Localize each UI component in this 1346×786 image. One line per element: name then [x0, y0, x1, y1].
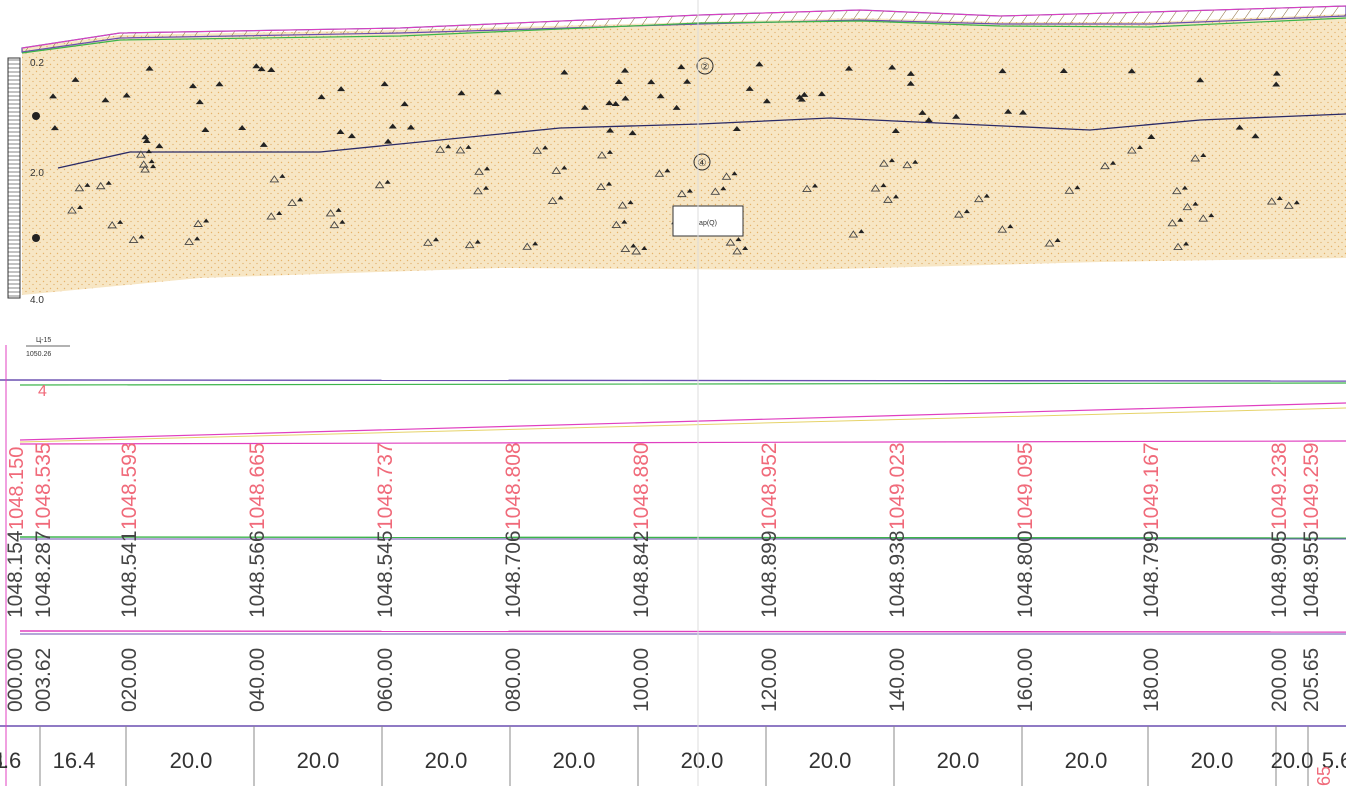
existing-elevation: 1048.842: [630, 530, 653, 618]
design-elevation: 1049.095: [1014, 442, 1037, 530]
distance-13: 1: [0, 748, 6, 773]
distance-4: 20.0: [425, 748, 468, 773]
depth-label-1: 0.2: [30, 58, 44, 69]
svg-text:ap(Q): ap(Q): [699, 220, 717, 227]
depth-label-3: 4.0: [30, 295, 44, 306]
station-pk: 000.00: [4, 648, 27, 712]
existing-elevation: 1048.899: [758, 530, 781, 618]
existing-elevation: 1048.938: [886, 530, 909, 618]
green-row-line: [19, 382, 1346, 386]
table-top-line: [0, 379, 1346, 382]
distance-2: 20.0: [170, 748, 213, 773]
design-elevation: 1048.952: [758, 442, 781, 530]
station-pk: 120.00: [758, 648, 781, 712]
layer-marker-bottom: ④: [693, 153, 711, 171]
design-elevation: 1048.737: [374, 442, 397, 530]
existing-elevation: 1048.541: [118, 530, 141, 618]
distance-10: 20.0: [1191, 748, 1234, 773]
design-elevation: 1049.167: [1140, 442, 1163, 530]
distance-3: 20.0: [297, 748, 340, 773]
station-pk: 200.00: [1268, 648, 1291, 712]
distance-5: 20.0: [553, 748, 596, 773]
existing-elevation: 1048.545: [374, 530, 397, 618]
distance-6: 20.0: [681, 748, 724, 773]
design-grade-line-yellow: [19, 407, 1346, 443]
distance-8: 20.0: [937, 748, 980, 773]
edge-text: 65: [1314, 766, 1334, 786]
existing-elevation: 1048.287: [32, 530, 55, 618]
station-pk: 020.00: [118, 648, 141, 712]
layer-boundary-line: [57, 113, 1346, 169]
design-elevation: 1048.593: [118, 442, 141, 530]
green-surface-line: [21, 17, 1346, 54]
existing-elevation: 1048.955: [1300, 530, 1323, 618]
station-pk: 080.00: [502, 648, 525, 712]
distance-11: 20.0: [1271, 748, 1314, 773]
borehole-name: Ц-15: [36, 337, 51, 344]
design-elevation: 1048.535: [32, 442, 55, 530]
design-elevation: 1049.238: [1268, 442, 1291, 530]
station-pk: 180.00: [1140, 648, 1163, 712]
borehole-column: [7, 57, 40, 299]
gravel-symbols: [49, 61, 1300, 255]
svg-text:④: ④: [698, 158, 707, 169]
borehole-elevation: 1050.26: [26, 351, 51, 358]
red-row-line: [19, 630, 1346, 633]
existing-elevation: 1048.154: [4, 530, 27, 618]
existing-elevation: 1048.566: [246, 530, 269, 618]
soil-layer-fill: [22, 14, 1346, 295]
design-elevation: 1049.259: [1300, 442, 1323, 530]
design-grade-line: [19, 402, 1346, 441]
first-design-overlap: 1048.150: [6, 447, 28, 530]
station-0: 1048.154 000.00: [4, 530, 27, 712]
green-row-line-2: [19, 536, 1346, 539]
svg-text:②: ②: [701, 62, 710, 73]
station-pk: 140.00: [886, 648, 909, 712]
magenta-row-line: [19, 440, 1346, 445]
existing-elevation: 1048.800: [1014, 530, 1037, 618]
station-pk: 160.00: [1014, 648, 1037, 712]
distance-9: 20.0: [1065, 748, 1108, 773]
distance-7: 20.0: [809, 748, 852, 773]
row-number: 4: [38, 383, 47, 400]
design-elevation: 1048.665: [246, 442, 269, 530]
station-pk: 003.62: [32, 648, 55, 712]
distance-0: 3.6: [0, 748, 21, 773]
existing-elevation: 1048.905: [1268, 530, 1291, 618]
distance-1: 16.4: [53, 748, 96, 773]
design-elevation: 1048.880: [630, 442, 653, 530]
layer-label-box: ap(Q): [672, 205, 744, 237]
design-elevation: 1049.023: [886, 442, 909, 530]
distance-12: 5.6: [1322, 748, 1346, 773]
station-pk: 100.00: [630, 648, 653, 712]
depth-label-2: 2.0: [30, 168, 44, 179]
existing-elevation: 1048.706: [502, 530, 525, 618]
design-elevation: 1048.808: [502, 442, 525, 530]
station-pk: 060.00: [374, 648, 397, 712]
station-pk: 040.00: [246, 648, 269, 712]
ground-surface-line: [21, 5, 1346, 49]
layer-marker-top: ②: [696, 57, 714, 75]
existing-elevation: 1048.799: [1140, 530, 1163, 618]
station-pk: 205.65: [1300, 648, 1323, 712]
